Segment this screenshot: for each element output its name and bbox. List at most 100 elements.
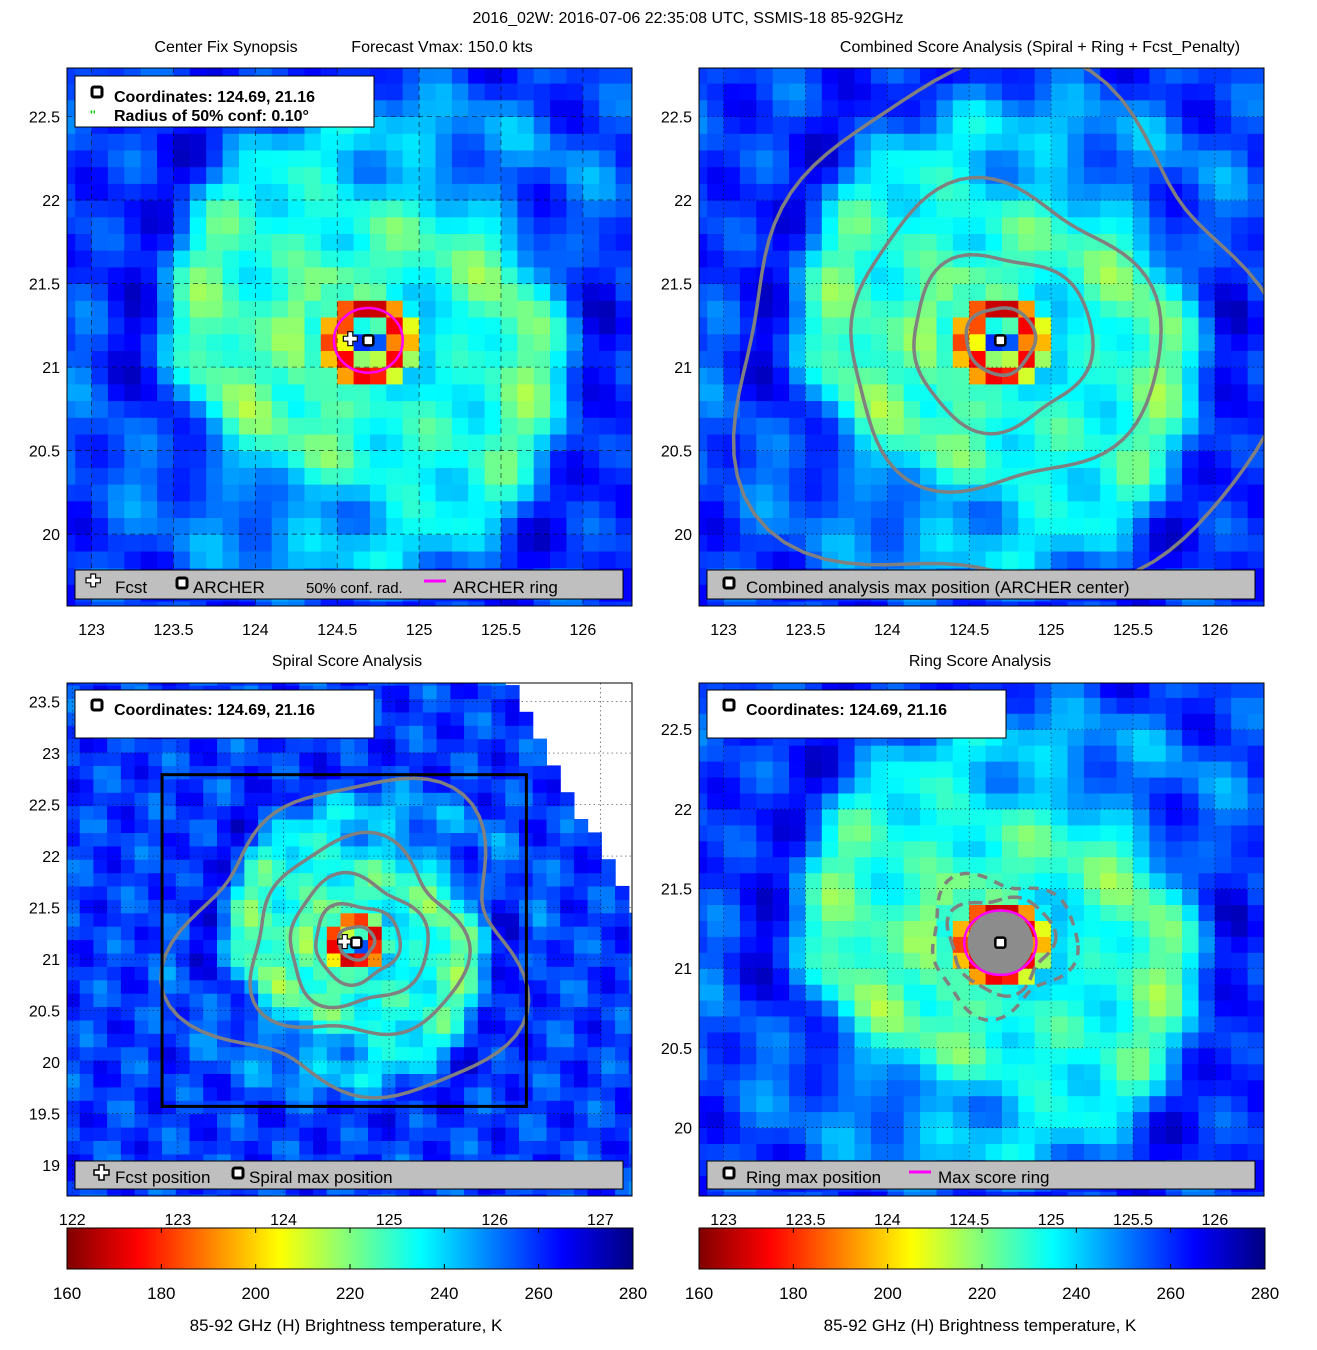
heatmap-cell: [450, 993, 465, 1008]
heatmap-cell: [271, 333, 289, 351]
heatmap-cell: [1067, 872, 1085, 890]
heatmap-cell: [299, 1046, 314, 1061]
heatmap-cell: [501, 467, 518, 485]
heatmap-cell: [203, 1073, 218, 1088]
heatmap-cell: [1182, 200, 1200, 218]
heatmap-cell: [821, 517, 839, 535]
heatmap-cell: [1018, 400, 1036, 418]
heatmap-cell: [985, 433, 1003, 452]
heatmap-cell: [491, 683, 506, 686]
heatmap-cell: [838, 745, 856, 762]
heatmap-cell: [699, 1175, 708, 1192]
heatmap-cell: [230, 939, 245, 954]
heatmap-cell: [903, 984, 921, 1001]
heatmap-cell: [484, 484, 502, 502]
heatmap-cell: [969, 149, 987, 168]
heatmap-cell: [1051, 534, 1069, 552]
heatmap-cell: [1018, 500, 1036, 518]
heatmap-cell: [1100, 1079, 1118, 1097]
heatmap-cell: [871, 1191, 888, 1196]
heatmap-cell: [313, 1113, 328, 1128]
heatmap-cell: [587, 1046, 602, 1061]
heatmap-cell: [615, 83, 632, 101]
heatmap-cell: [1100, 1000, 1118, 1017]
heatmap-cell: [206, 283, 224, 301]
heatmap-cell: [789, 1143, 807, 1160]
heatmap-cell: [206, 400, 224, 418]
heatmap-cell: [821, 433, 839, 452]
heatmap-cell: [422, 1060, 438, 1074]
heatmap-cell: [871, 808, 888, 826]
heatmap-cell: [1051, 317, 1069, 335]
heatmap-cell: [120, 979, 136, 994]
heatmap-cell: [920, 417, 938, 435]
heatmap-cell: [464, 832, 479, 847]
heatmap-cell: [903, 1047, 921, 1065]
heatmap-cell: [969, 1063, 987, 1081]
heatmap-cell: [871, 1031, 888, 1049]
heatmap-cell: [148, 926, 163, 941]
heatmap-cell: [1165, 300, 1183, 318]
heatmap-cell: [148, 805, 163, 820]
heatmap-cell: [821, 400, 839, 418]
heatmap-cell: [550, 183, 568, 201]
heatmap-cell: [1051, 417, 1069, 435]
heatmap-cell: [271, 1193, 287, 1196]
heatmap-cell: [1149, 99, 1167, 117]
heatmap-cell: [239, 300, 256, 318]
heatmap-cell: [1002, 133, 1019, 151]
panel3-info-box: [74, 689, 375, 739]
heatmap-cell: [546, 912, 561, 927]
heatmap-cell: [505, 752, 520, 766]
heatmap-cell: [140, 317, 158, 335]
heatmap-cell: [477, 698, 493, 713]
heatmap-cell: [739, 1095, 757, 1113]
heatmap-cell: [140, 333, 158, 351]
heatmap-cell: [699, 484, 708, 502]
heatmap-cell: [920, 116, 938, 134]
heatmap-cell: [969, 840, 987, 858]
heatmap-cell: [707, 116, 725, 134]
heatmap-cell: [79, 1006, 94, 1021]
heatmap-cell: [477, 711, 493, 726]
heatmap-cell: [340, 1113, 355, 1128]
heatmap-cell: [887, 1031, 905, 1049]
heatmap-cell: [386, 149, 404, 168]
heatmap-cell: [969, 183, 987, 201]
heatmap-cell: [505, 1086, 520, 1101]
heatmap-cell: [93, 1046, 108, 1061]
heatmap-cell: [1018, 856, 1036, 874]
heatmap-cell: [134, 952, 149, 967]
heatmap-cell: [517, 333, 535, 351]
heatmap-cell: [1133, 250, 1150, 268]
heatmap-cell: [936, 808, 954, 826]
heatmap-cell: [353, 283, 371, 301]
panel4-title: Ring Score Analysis: [909, 653, 1051, 670]
heatmap-cell: [599, 400, 617, 418]
heatmap-cell: [560, 1100, 575, 1115]
heatmap-cell: [920, 383, 938, 402]
heatmap-cell: [340, 1140, 355, 1155]
heatmap-cell: [1149, 83, 1167, 101]
heatmap-cell: [409, 832, 424, 847]
heatmap-cell: [582, 216, 600, 234]
heatmap-cell: [422, 993, 438, 1008]
heatmap-cell: [67, 1140, 81, 1155]
heatmap-cell: [271, 912, 287, 927]
heatmap-cell: [1051, 1127, 1069, 1144]
heatmap-cell: [566, 601, 584, 606]
heatmap-cell: [533, 233, 551, 251]
heatmap-cell: [120, 792, 136, 807]
heatmap-cell: [140, 300, 158, 318]
heatmap-cell: [1214, 467, 1232, 485]
heatmap-cell: [93, 1073, 108, 1088]
heatmap-cell: [739, 777, 757, 794]
heatmap-cell: [1264, 434, 1281, 451]
heatmap-cell: [395, 859, 410, 874]
heatmap-cell: [1067, 1063, 1085, 1081]
heatmap-cell: [936, 1063, 954, 1081]
heatmap-cell: [615, 133, 632, 151]
heatmap-cell: [756, 1111, 774, 1129]
score-contour: [912, 252, 1095, 436]
heatmap-cell: [368, 1060, 383, 1074]
